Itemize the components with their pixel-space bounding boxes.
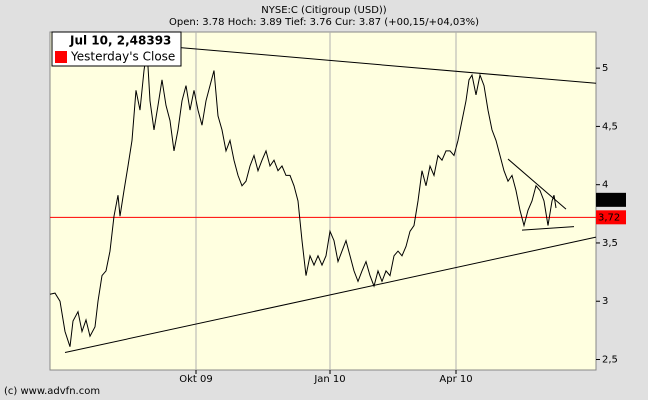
trend-line: [521, 226, 575, 231]
legend-title: Jul 10, 2,48393: [69, 34, 171, 48]
legend-swatch: [55, 51, 67, 63]
price-line: [49, 49, 557, 347]
y-tick-label: 2,5: [602, 355, 618, 366]
y-tick-label: 3: [602, 296, 608, 307]
current-tag: [596, 192, 626, 207]
y-tick-label: 4,5: [602, 121, 618, 132]
x-tick-label: Okt 09: [179, 374, 213, 385]
y-tick-label: 3,5: [602, 238, 618, 249]
reference-tag: [596, 210, 626, 225]
legend-label: Yesterday's Close: [70, 50, 175, 64]
y-tick-label: 5: [602, 63, 608, 74]
y-tick-label: 4: [602, 180, 608, 191]
current-tag-label: 3,87: [598, 195, 620, 206]
plot-area: [49, 31, 597, 371]
chart-subtitle: Open: 3.78 Hoch: 3.89 Tief: 3.76 Cur: 3.…: [169, 17, 479, 28]
trend-line: [64, 236, 597, 354]
x-tick-label: Apr 10: [439, 374, 472, 385]
trend-line: [147, 44, 597, 84]
trend-line: [507, 158, 567, 210]
chart-title: NYSE:C (Citigroup (USD)): [261, 5, 387, 16]
legend-box: [51, 31, 182, 67]
reference-tag-label: 3,72: [598, 212, 620, 223]
x-tick-label: Jan 10: [313, 374, 345, 385]
copyright: (c) www.advfn.com: [4, 386, 100, 397]
